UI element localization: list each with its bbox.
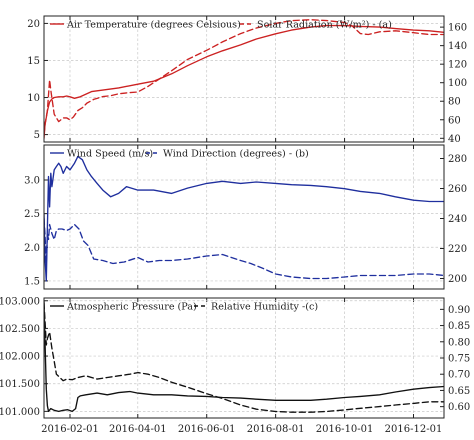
y-right-tick-label: 280 xyxy=(448,154,467,165)
plot-frame xyxy=(43,297,445,419)
plot-frame xyxy=(43,144,445,290)
y-left-tick-label: 2.0 xyxy=(24,243,40,254)
y-right-tick-label: 200 xyxy=(448,274,467,285)
y-left-tick-label: 10 xyxy=(27,93,40,104)
series-line-dashed xyxy=(44,19,444,136)
legend-label: Solar Radiation (W/m²) - (a) xyxy=(257,20,392,31)
x-tick-label: 2016-12-01 xyxy=(385,424,443,435)
y-right-tick-label: 240 xyxy=(448,214,467,225)
series-line-solid xyxy=(44,24,444,139)
y-right-tick-label: 0.85 xyxy=(448,321,470,332)
y-left-tick-label: 5 xyxy=(34,130,40,141)
chart-panel: 1.5 2.0 2.5 3.0 200 220 240 260 280 Wind Speed (m… xyxy=(24,144,467,290)
series-line-dashed xyxy=(44,302,444,413)
x-tick-label: 2016-02-01 xyxy=(41,424,99,435)
y-right-tick-label: 0.80 xyxy=(448,337,470,348)
y-right-tick-label: 140 xyxy=(448,41,467,52)
y-left-tick-label: 3.0 xyxy=(24,175,40,186)
y-left-tick-label: 102.000 xyxy=(0,352,40,363)
y-left-tick-label: 101.000 xyxy=(0,407,40,418)
legend-label: Wind Direction (degrees) - (b) xyxy=(163,149,309,160)
x-tick-label: 2016-04-01 xyxy=(109,424,167,435)
x-tick-label: 2016-08-01 xyxy=(247,424,305,435)
y-right-tick-label: 0.65 xyxy=(448,386,470,397)
y-left-tick-label: 1.5 xyxy=(24,276,40,287)
legend-label: Wind Speed (m/s) xyxy=(67,149,153,160)
x-tick-label: 2016-06-01 xyxy=(178,424,236,435)
y-right-tick-label: 160 xyxy=(448,23,467,34)
y-right-tick-label: 0.70 xyxy=(448,370,470,381)
y-right-tick-label: 0.90 xyxy=(448,305,470,316)
y-right-tick-label: 0.75 xyxy=(448,354,470,365)
series-line-solid xyxy=(44,300,444,413)
series-line-solid xyxy=(44,155,444,282)
y-left-tick-label: 20 xyxy=(27,19,40,30)
y-left-tick-label: 2.5 xyxy=(24,209,40,220)
legend-label: Relative Humidity -(c) xyxy=(211,302,318,313)
y-right-tick-label: 40 xyxy=(448,134,461,145)
chart-panel: 5 10 15 20 40 60 80 100 120 140 160 Air Temperature… xyxy=(27,15,467,145)
y-left-tick-label: 103.000 xyxy=(0,296,40,307)
x-tick-label: 2016-10-01 xyxy=(316,424,374,435)
plot-frame xyxy=(43,15,445,143)
legend-label: Atmospheric Pressure (Pa) xyxy=(66,302,197,313)
y-right-tick-label: 0.60 xyxy=(448,402,470,413)
y-right-tick-label: 120 xyxy=(448,60,467,71)
y-left-tick-label: 101.500 xyxy=(0,379,40,390)
y-right-tick-label: 60 xyxy=(448,115,461,126)
y-right-tick-label: 220 xyxy=(448,244,467,255)
y-left-tick-label: 102.500 xyxy=(0,324,40,335)
y-right-tick-label: 260 xyxy=(448,184,467,195)
series-line-dashed xyxy=(44,217,444,280)
y-left-tick-label: 15 xyxy=(27,56,40,67)
chart-panel: 2016-02-01 2016-04-01 2016-06-01 2016-08-01… xyxy=(0,296,470,435)
y-right-tick-label: 80 xyxy=(448,97,461,108)
legend-label: Air Temperature (degrees Celsious) xyxy=(66,20,241,31)
y-right-tick-label: 100 xyxy=(448,78,467,89)
